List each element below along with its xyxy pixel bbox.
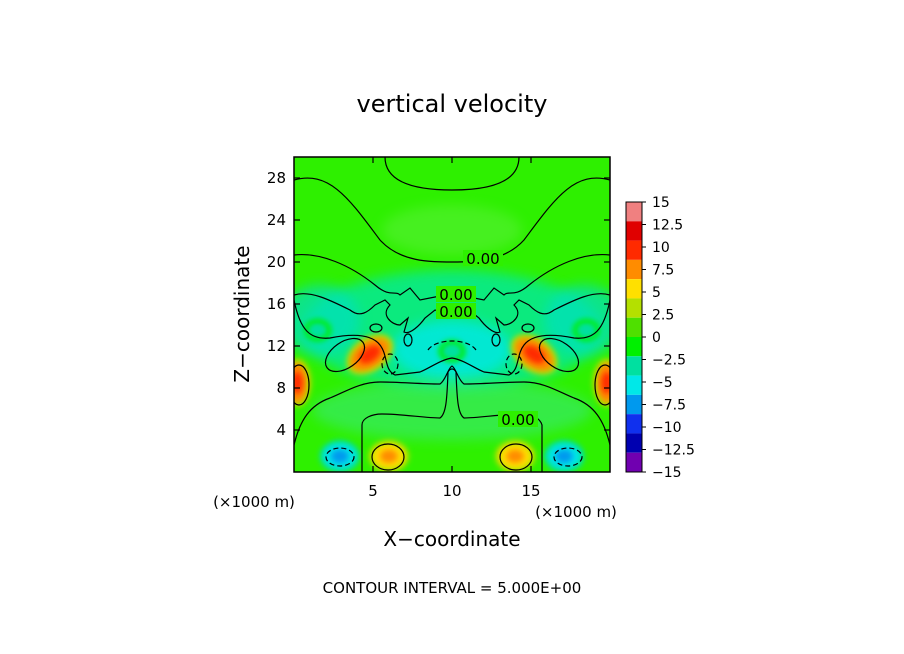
- y-tick-label: 16: [267, 295, 286, 313]
- field-core: [331, 449, 349, 463]
- updraft-cell: [368, 440, 409, 472]
- contour-line: [294, 365, 610, 446]
- y-axis: 4 8 12 16 20 24 28: [267, 169, 610, 439]
- colorbar-swatch: [626, 298, 642, 318]
- contour-label: 0.00: [439, 303, 472, 321]
- downdraft-cell: [319, 440, 360, 472]
- colorbar-tick-label: 2.5: [652, 308, 674, 324]
- y-tick-label: 20: [267, 253, 286, 271]
- colorbar-swatch: [626, 375, 642, 395]
- colorbar-tick-label: 12.5: [652, 218, 683, 234]
- contour-line: [491, 333, 501, 347]
- contour-interval-footer: CONTOUR INTERVAL = 5.000E+00: [323, 579, 582, 597]
- contour-line: [403, 333, 413, 347]
- updraft-cell: [510, 333, 558, 375]
- colorbar-tick-label: −7.5: [652, 398, 686, 414]
- x-tick-label: 15: [521, 482, 540, 500]
- colorbar-swatch: [626, 433, 642, 453]
- colorbar-swatch: [626, 356, 642, 376]
- colorbar-tick-label: −5: [652, 375, 673, 391]
- contour-layer: [294, 157, 610, 472]
- colorbar-tick-label: 0: [652, 330, 661, 346]
- colorbar-swatch: [626, 221, 642, 241]
- contour-line: [371, 443, 405, 471]
- colorbar-tick-label: −15: [652, 465, 682, 481]
- field-core: [555, 449, 573, 463]
- updraft-cell: [592, 358, 610, 407]
- contour-line: [294, 364, 310, 406]
- y-tick-label: 12: [267, 337, 286, 355]
- y-axis-label: Z−coordinate: [230, 245, 254, 382]
- colorbar: 15 12.5 10 7.5 5 2.5 0 −2.5 −5 −7.5 −10 −12.5 −15: [625, 195, 695, 481]
- contour-line: [594, 364, 610, 406]
- colorbar-swatch: [626, 452, 642, 472]
- field-core: [446, 347, 458, 356]
- contour-labels: 0.00 0.00 0.00 0.00: [436, 250, 538, 429]
- colorbar-tick-label: 7.5: [652, 263, 674, 279]
- x-unit-left: (×1000 m): [213, 493, 295, 511]
- x-tick-label: 5: [368, 482, 378, 500]
- negative-contour-line: [381, 353, 399, 375]
- x-axis: 5 10 15: [368, 157, 541, 500]
- downdraft-cell: [544, 440, 585, 472]
- updraft-cell: [495, 440, 536, 472]
- negative-contour-line: [427, 340, 477, 351]
- contour-line: [324, 337, 366, 373]
- contour-line: [294, 299, 610, 376]
- downdraft-cell: [304, 319, 332, 342]
- colorbar-swatch: [626, 394, 642, 415]
- colorbar-tick-label: 15: [652, 195, 670, 211]
- y-tick-label: 28: [267, 169, 286, 187]
- field-shading: [312, 380, 592, 440]
- field-core: [581, 326, 592, 335]
- x-tick-label: 10: [442, 482, 461, 500]
- contour-line: [384, 157, 520, 191]
- contour-label: 0.00: [439, 286, 472, 304]
- downdraft-cell: [572, 319, 600, 342]
- y-tick-label: 4: [276, 421, 286, 439]
- negative-contour-line: [553, 447, 583, 467]
- colorbar-swatch: [626, 414, 642, 434]
- colorbar-swatch: [626, 259, 642, 280]
- downdraft-cell: [438, 340, 466, 363]
- colorbar-swatch: [626, 279, 642, 299]
- contour-line: [538, 337, 580, 373]
- contour-line: [499, 443, 533, 471]
- field-core: [380, 449, 398, 463]
- contour-line: [521, 323, 535, 333]
- updraft-cell: [294, 358, 312, 407]
- contour-label: 0.00: [501, 411, 534, 429]
- colorbar-swatch: [626, 240, 642, 260]
- negative-contour-line: [325, 447, 355, 467]
- negative-contour-line: [505, 353, 523, 375]
- colorbar-tick-label: −12.5: [652, 443, 695, 459]
- y-tick-label: 24: [267, 211, 286, 229]
- x-axis-label: X−coordinate: [383, 527, 520, 551]
- colorbar-swatch: [626, 202, 642, 222]
- colorbar-swatch: [626, 317, 642, 337]
- colorbar-swatch: [626, 337, 642, 357]
- contour-line: [294, 177, 610, 263]
- field-shading: [382, 205, 522, 255]
- colorbar-tick-label: 10: [652, 240, 670, 256]
- field-core: [506, 449, 524, 463]
- y-tick-label: 8: [276, 379, 286, 397]
- colorbar-tick-label: −2.5: [652, 353, 686, 369]
- colorbar-tick-label: −10: [652, 420, 682, 436]
- x-unit-right: (×1000 m): [535, 503, 617, 521]
- contour-label: 0.00: [466, 250, 499, 268]
- chart-title: vertical velocity: [357, 90, 548, 118]
- field-core: [312, 326, 323, 335]
- colorbar-tick-label: 5: [652, 285, 661, 301]
- contour-line: [369, 323, 383, 333]
